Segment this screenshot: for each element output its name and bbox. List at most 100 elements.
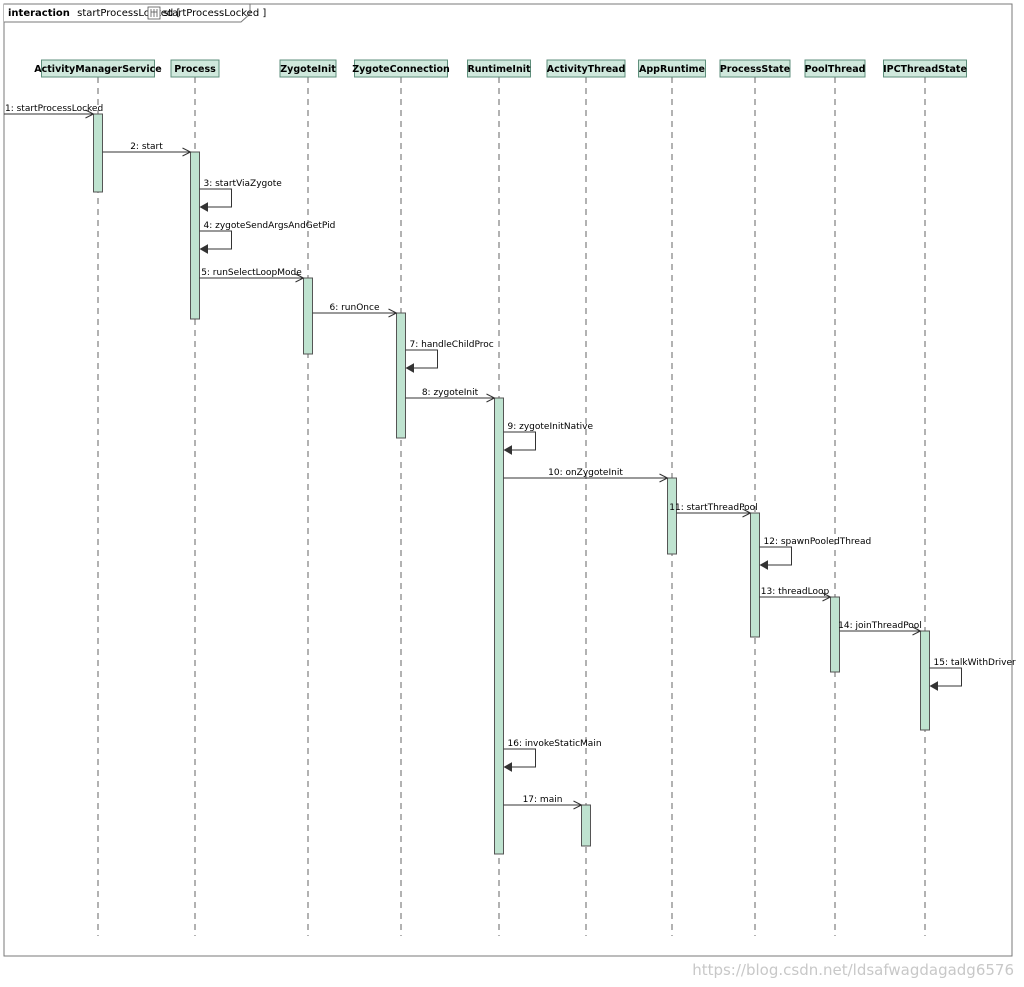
message-11: 11: startThreadPool: [669, 503, 758, 518]
arrowhead-open: [182, 147, 192, 157]
self-message-line: [199, 230, 232, 250]
message-label: 5: runSelectLoopMode: [201, 268, 302, 278]
messages: 1: startProcessLocked 2: start 3: startVia…: [4, 104, 1017, 810]
lifeline-processstate: ProcessState: [719, 59, 791, 936]
self-message-line: [405, 349, 438, 369]
self-message-line: [503, 431, 536, 451]
message-label: 13: threadLoop: [761, 587, 830, 597]
lifeline-header: [883, 59, 967, 78]
watermark: https://blog.csdn.net/ldsafwagdagadg6576: [692, 961, 1014, 979]
interaction-frame: [3, 3, 1013, 957]
arrowhead-filled: [929, 681, 938, 691]
arrowhead-open: [295, 273, 305, 283]
message-label: 2: start: [130, 142, 163, 152]
arrowhead-open: [659, 473, 669, 483]
arrowhead-open: [573, 800, 583, 810]
activation-bar-processstate: [750, 512, 760, 638]
arrowhead-open: [388, 308, 398, 318]
self-message-line: [503, 748, 536, 768]
lifeline-header: [170, 59, 220, 78]
message-6: 6: runOnce: [312, 303, 398, 318]
activation-bar-zygoteconn: [396, 312, 406, 439]
message-17: 17: main: [503, 795, 583, 810]
arrowhead-filled: [759, 560, 768, 570]
self-message-line: [929, 667, 962, 687]
activation-bar-process: [190, 151, 200, 320]
lifeline-label: RuntimeInit: [467, 64, 531, 75]
lifelines: ActivityManagerService Process ZygoteInit Z…: [34, 59, 967, 936]
lifeline-label: ActivityManagerService: [34, 64, 161, 75]
message-label: 10: onZygoteInit: [548, 468, 623, 478]
activation-bars: [93, 113, 930, 855]
message-label: 17: main: [523, 795, 563, 805]
arrowhead-filled: [503, 762, 512, 772]
message-label: 6: runOnce: [329, 303, 379, 313]
arrowhead-open: [742, 508, 752, 518]
message-label: 16: invokeStaticMain: [508, 739, 602, 749]
arrowhead-filled: [199, 244, 208, 254]
message-12: 12: spawnPooledThread: [759, 537, 872, 570]
lifeline-label: ProcessState: [720, 64, 790, 75]
lifeline-label: IPCThreadState: [883, 64, 967, 75]
lifeline-header: [279, 59, 337, 78]
arrowhead-filled: [405, 363, 414, 373]
message-16: 16: invokeStaticMain: [503, 739, 602, 772]
activation-bar-activitythread: [581, 804, 591, 847]
frame-ref-label: startProcessLocked ]: [163, 8, 266, 19]
message-1: 1: startProcessLocked: [4, 104, 103, 119]
arrowhead-open: [822, 592, 832, 602]
lifeline-label: ZygoteInit: [280, 64, 336, 75]
activation-bar-poolthread: [830, 596, 840, 673]
activation-bar-ams: [93, 113, 103, 193]
lifeline-zygoteconn: ZygoteConnection: [352, 59, 450, 936]
self-message-line: [759, 546, 792, 566]
message-label: 15: talkWithDriver: [934, 658, 1017, 668]
lifeline-header: [354, 59, 448, 78]
lifeline-label: ZygoteConnection: [352, 64, 450, 75]
message-label: 11: startThreadPool: [669, 503, 757, 513]
message-label: 14: joinThreadPool: [838, 621, 922, 631]
lifeline-label: PoolThread: [805, 64, 866, 75]
arrowhead-open: [85, 109, 95, 119]
interaction-ref-icon: [147, 6, 161, 20]
activation-bar-ipcthreadstate: [920, 630, 930, 731]
lifeline-zygoteinit: ZygoteInit: [279, 59, 337, 936]
message-4: 4: zygoteSendArgsAndGetPid: [199, 221, 336, 254]
lifeline-header: [467, 59, 531, 78]
message-label: 12: spawnPooledThread: [764, 537, 872, 547]
message-13: 13: threadLoop: [759, 587, 832, 602]
message-5: 5: runSelectLoopMode: [199, 268, 305, 283]
lifeline-label: AppRuntime: [639, 64, 705, 75]
frame-tab: [4, 3, 251, 23]
lifeline-header: [41, 59, 155, 78]
message-10: 10: onZygoteInit: [503, 468, 669, 483]
message-9: 9: zygoteInitNative: [503, 422, 594, 455]
lifeline-label: ActivityThread: [547, 64, 626, 75]
arrowhead-filled: [199, 202, 208, 212]
activation-bar-runtimeinit: [494, 397, 504, 855]
message-7: 7: handleChildProc: [405, 340, 494, 373]
lifeline-header: [638, 59, 706, 78]
activation-bar-appruntime: [667, 477, 677, 555]
message-label: 7: handleChildProc: [410, 340, 494, 350]
self-message-line: [199, 188, 232, 208]
message-label: 9: zygoteInitNative: [508, 422, 594, 432]
frame-keyword: interaction: [8, 8, 70, 19]
lifeline-header: [719, 59, 791, 78]
message-label: 4: zygoteSendArgsAndGetPid: [204, 221, 336, 231]
arrowhead-open: [486, 393, 496, 403]
activation-bar-zygoteinit: [303, 277, 313, 355]
message-2: 2: start: [102, 142, 192, 157]
message-label: 1: startProcessLocked: [5, 104, 103, 114]
lifeline-header: [804, 59, 866, 78]
frame-title: interaction startProcessLocked [: [8, 8, 180, 19]
lifeline-header: [546, 59, 626, 78]
message-14: 14: joinThreadPool: [838, 621, 922, 636]
arrowhead-open: [912, 626, 922, 636]
lifeline-poolthread: PoolThread: [804, 59, 866, 936]
message-label: 8: zygoteInit: [422, 388, 479, 398]
message-8: 8: zygoteInit: [405, 388, 496, 403]
lifeline-ipcthreadstate: IPCThreadState: [883, 59, 967, 936]
lifeline-ams: ActivityManagerService: [34, 59, 162, 936]
